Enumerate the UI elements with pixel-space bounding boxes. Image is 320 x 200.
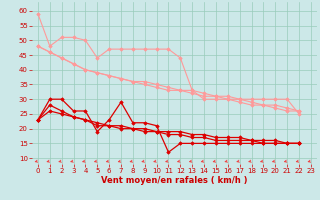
X-axis label: Vent moyen/en rafales ( km/h ): Vent moyen/en rafales ( km/h ) bbox=[101, 176, 248, 185]
